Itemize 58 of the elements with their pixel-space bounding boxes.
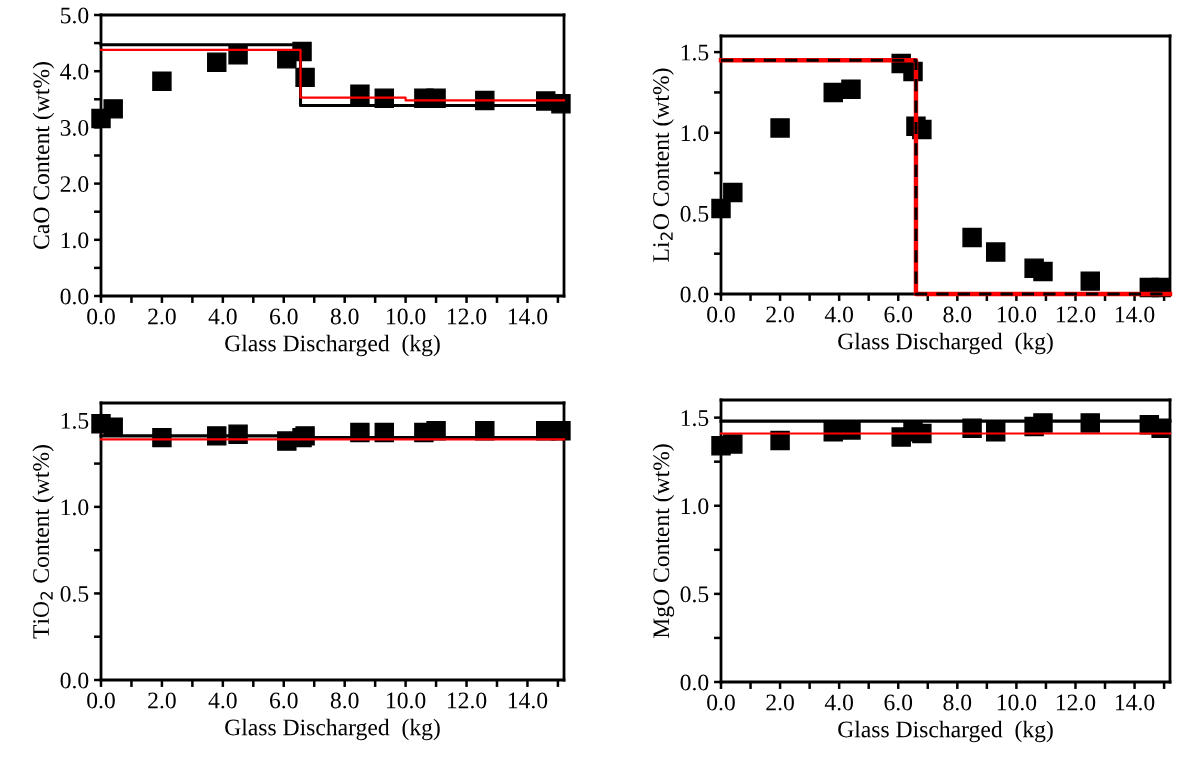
x-tick-label: 10.0 [997,694,1037,711]
x-tick-label: 8.0 [330,692,359,709]
x-tick-label: 2.0 [148,308,176,325]
x-tick-label: 0.0 [707,306,735,323]
x-tick-label: 14.0 [1115,306,1155,323]
x-tick-label: 4.0 [824,694,854,711]
y-axis-title: Li$_{2}$O Content (wt%) [652,68,674,262]
x-tick-label: 8.0 [330,308,359,325]
y-axis-title: MgO Content (wt%) [652,444,675,639]
y-tick-label: 3.0 [60,119,89,136]
x-tick-label: 14.0 [508,692,548,709]
x-tick-label: 10.0 [387,692,426,709]
x-tick-label: 10.0 [997,306,1037,323]
x-tick-label: 12.0 [1056,694,1096,711]
y-tick-label: 1.0 [681,125,709,142]
y-tick-label: 1.5 [681,410,709,427]
x-tick-label: 0.0 [87,692,115,709]
x-tick-label: 4.0 [208,308,237,325]
y-tick-label: 1.0 [61,499,89,516]
y-tick-label: 0.0 [680,286,709,303]
x-tick-label: 6.0 [884,694,913,711]
x-tick-label: 6.0 [270,308,298,325]
x-tick-label: 12.0 [447,308,487,325]
y-tick-label: 0.0 [680,674,709,691]
x-tick-label: 4.0 [824,306,854,323]
x-axis-title: Glass Discharged (kg) [225,334,440,357]
x-tick-label: 2.0 [766,694,794,711]
y-tick-label: 1.5 [681,44,709,61]
y-tick-label: 0.5 [60,585,89,602]
x-tick-label: 0.0 [707,694,735,711]
x-tick-label: 10.0 [387,308,426,325]
x-tick-label: 14.0 [1115,694,1155,711]
y-tick-label: 0.5 [680,586,709,603]
x-tick-label: 8.0 [943,306,972,323]
y-tick-label: 5.0 [61,7,89,24]
y-axis-title: TiO$_{2}$ Content (wt%) [32,445,54,639]
y-tick-label: 0.0 [60,288,89,305]
x-axis-title: Glass Discharged (kg) [838,332,1053,355]
x-tick-label: 12.0 [447,692,487,709]
x-tick-label: 8.0 [943,694,972,711]
x-tick-label: 6.0 [270,692,298,709]
y-tick-label: 1.0 [61,232,89,249]
y-tick-label: 1.5 [61,412,89,429]
x-tick-label: 4.0 [208,692,237,709]
x-tick-label: 14.0 [508,308,548,325]
x-tick-label: 2.0 [766,306,794,323]
x-tick-label: 6.0 [884,306,913,323]
y-tick-label: 1.0 [681,498,709,515]
y-tick-label: 0.5 [680,205,709,222]
y-tick-label: 4.0 [60,63,89,80]
x-axis-title: Glass Discharged (kg) [225,718,440,741]
x-tick-label: 0.0 [87,308,115,325]
y-axis-title: CaO Content (wt%) [32,62,55,249]
y-tick-label: 0.0 [60,672,89,689]
x-tick-label: 2.0 [148,692,176,709]
x-axis-title: Glass Discharged (kg) [838,720,1053,743]
x-tick-label: 12.0 [1056,306,1096,323]
y-tick-label: 2.0 [60,176,89,193]
